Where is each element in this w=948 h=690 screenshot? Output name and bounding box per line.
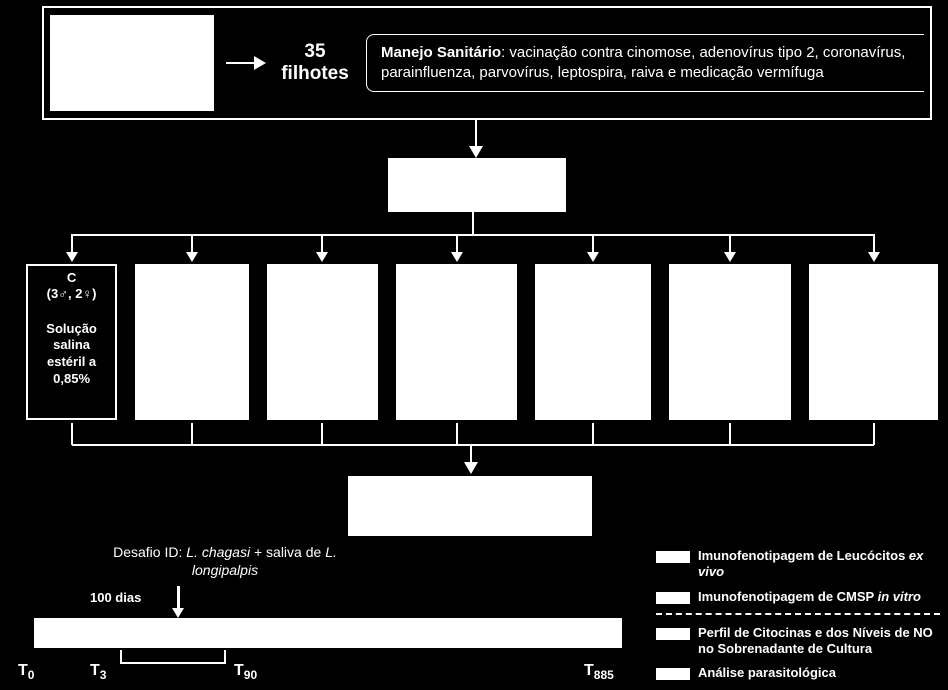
group-box <box>267 264 379 420</box>
merge-up <box>729 423 731 445</box>
legend-divider <box>656 613 940 615</box>
dist-drop <box>321 234 323 252</box>
group-c-sol2: estéril a <box>30 354 113 371</box>
dist-drop <box>592 234 594 252</box>
merge-up <box>873 423 875 445</box>
dist-arrowhead <box>587 252 599 262</box>
group-row: C (3♂, 2♀) Solução salina estéril a 0,85… <box>26 264 938 422</box>
legend-row-3: Perfil de Citocinas e dos Níveis de NO n… <box>656 625 940 658</box>
legend-r2a: Imunofenotipagem de CMSP <box>698 589 878 604</box>
group-c-sex: (3♂, 2♀) <box>30 286 113 302</box>
desafio-mid: + saliva de <box>250 544 325 560</box>
legend-r2b: in vitro <box>878 589 921 604</box>
group-box <box>396 264 517 420</box>
legend-r3: Perfil de Citocinas e dos Níveis de NO n… <box>698 625 940 658</box>
group-box <box>809 264 938 420</box>
dist-drop <box>71 234 73 252</box>
dist-drop <box>729 234 731 252</box>
timeline-tick: T0 <box>18 662 34 682</box>
count-block: 35 filhotes <box>276 41 354 85</box>
legend-swatch <box>656 551 690 563</box>
dist-arrowhead <box>186 252 198 262</box>
legend-row-2: Imunofenotipagem de CMSP in vitro <box>656 589 940 605</box>
arrow-down-1 <box>469 120 483 158</box>
dist-drop <box>873 234 875 252</box>
manejo-bold: Manejo Sanitário <box>381 44 501 61</box>
result-box <box>348 476 592 536</box>
group-c-sol1: Solução salina <box>30 321 113 355</box>
legend: Imunofenotipagem de Leucócitos ex vivo I… <box>656 548 940 690</box>
merge-down <box>470 444 472 462</box>
group-box <box>535 264 650 420</box>
merge-up <box>191 423 193 445</box>
group-c-title: C <box>30 270 113 286</box>
group-box <box>135 264 248 420</box>
dist-arrowhead <box>724 252 736 262</box>
legend-swatch <box>656 628 690 640</box>
challenge-label: Desafio ID: L. chagasi + saliva de L. lo… <box>100 544 350 579</box>
top-panel: 35 filhotes Manejo Sanitário: vacinação … <box>42 6 932 120</box>
dist-drop <box>191 234 193 252</box>
merge-up <box>456 423 458 445</box>
species-1: L. chagasi <box>186 544 250 560</box>
dist-arrowhead <box>451 252 463 262</box>
desafio-prefix: Desafio ID: <box>113 544 186 560</box>
challenge-arrow <box>172 586 184 618</box>
arrow-right <box>226 56 266 70</box>
timeline-bar <box>34 618 622 648</box>
sanitary-management-text: Manejo Sanitário: vacinação contra cinom… <box>366 34 924 93</box>
mid-stage-box <box>388 158 566 212</box>
dist-stem <box>472 212 474 234</box>
group-box <box>669 264 792 420</box>
legend-swatch <box>656 592 690 604</box>
days-label: 100 dias <box>90 590 141 605</box>
legend-r4: Análise parasitológica <box>698 665 836 681</box>
merge-up <box>592 423 594 445</box>
legend-row-4: Análise parasitológica <box>656 665 940 681</box>
dist-arrowhead <box>868 252 880 262</box>
count-word: filhotes <box>276 63 354 85</box>
merge-up <box>71 423 73 445</box>
dist-drop <box>456 234 458 252</box>
count-number: 35 <box>276 41 354 63</box>
dist-arrowhead <box>316 252 328 262</box>
legend-swatch <box>656 668 690 680</box>
dist-arrowhead <box>66 252 78 262</box>
timeline-tick: T885 <box>584 662 614 682</box>
group-c-sol3: 0,85% <box>30 371 113 388</box>
timeline-tick: T3 <box>90 662 106 682</box>
legend-r1a: Imunofenotipagem de Leucócitos <box>698 548 909 563</box>
legend-row-1: Imunofenotipagem de Leucócitos ex vivo <box>656 548 940 581</box>
merge-arrowhead <box>464 462 478 474</box>
litter-image-placeholder <box>50 15 214 111</box>
timeline-tick: T90 <box>234 662 257 682</box>
timeline-brace <box>120 650 226 664</box>
merge-up <box>321 423 323 445</box>
group-c-box: C (3♂, 2♀) Solução salina estéril a 0,85… <box>26 264 117 420</box>
